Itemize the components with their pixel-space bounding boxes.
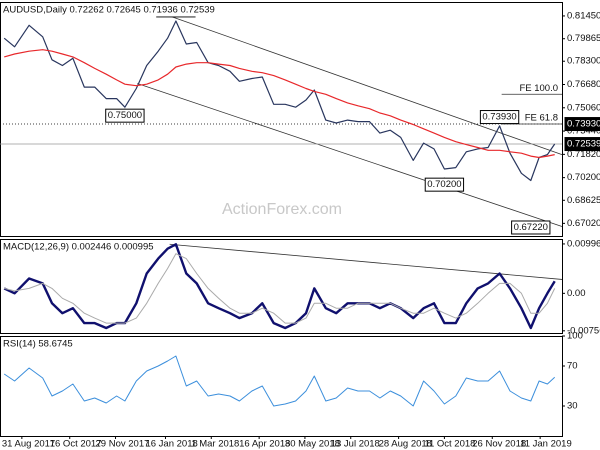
series-line bbox=[3, 355, 556, 407]
y-tick-label: 0.00 bbox=[567, 288, 586, 299]
price-marker: 0.73930 bbox=[567, 119, 600, 130]
watermark: ActionForex.com bbox=[222, 201, 342, 218]
x-tick-label: 13 Jul 2018 bbox=[331, 439, 380, 450]
label-box bbox=[511, 220, 551, 235]
label-box bbox=[479, 110, 520, 125]
y-tick-label: 30 bbox=[567, 401, 578, 412]
annotation-label: 0.70200 bbox=[427, 179, 461, 190]
label-box bbox=[564, 117, 600, 132]
panel-title: RSI(14) 58.6745 bbox=[3, 339, 73, 350]
x-tick-label: 31 Aug 2017 bbox=[2, 439, 55, 450]
label-box bbox=[105, 108, 145, 123]
fe-label: FE 100.0 bbox=[519, 83, 558, 94]
y-tick-label: 0.009964 bbox=[567, 238, 600, 249]
y-tick-label: 70 bbox=[567, 361, 578, 372]
y-tick-label: 0.78300 bbox=[567, 56, 600, 67]
series-line bbox=[3, 243, 556, 330]
y-tick-label: 0.68625 bbox=[567, 195, 600, 206]
y-tick-label: 0.70200 bbox=[567, 172, 600, 183]
label-box bbox=[424, 177, 465, 192]
x-tick-label: 11 Jan 2019 bbox=[520, 439, 572, 450]
x-tick-label: 30 May 2018 bbox=[285, 439, 340, 450]
trendline bbox=[137, 83, 563, 227]
panel-frame bbox=[0, 336, 563, 437]
price-marker: 0.72539 bbox=[567, 139, 600, 150]
series-line bbox=[4, 49, 555, 159]
y-tick-label: 0.71820 bbox=[567, 149, 600, 160]
x-tick-label: 29 Nov 2017 bbox=[96, 439, 150, 450]
x-tick-label: 1 Mar 2018 bbox=[191, 439, 239, 450]
y-tick-label: 0.81450 bbox=[567, 10, 600, 21]
annotation-label: 0.75000 bbox=[108, 110, 142, 121]
x-tick-label: 16 Apr 2018 bbox=[239, 439, 290, 450]
x-tick-label: 28 Aug 2018 bbox=[379, 439, 432, 450]
y-tick-label: 0.79865 bbox=[567, 33, 600, 44]
y-tick-label: 0.67020 bbox=[567, 218, 600, 229]
panel-frame bbox=[0, 2, 563, 237]
y-tick-label: 0.75060 bbox=[567, 102, 600, 113]
trendline bbox=[169, 243, 563, 280]
y-tick-label: -0.00756 bbox=[567, 325, 600, 336]
x-tick-label: 11 Oct 2018 bbox=[424, 439, 475, 450]
label-box bbox=[1, 240, 156, 254]
annotation-label: 0.73930 bbox=[482, 112, 516, 123]
annotation-label: 0.67220 bbox=[514, 222, 548, 233]
label-box bbox=[564, 137, 600, 152]
x-tick-label: 16 Jan 2018 bbox=[145, 439, 197, 450]
series-line bbox=[4, 253, 556, 324]
y-tick-label: 0.76680 bbox=[567, 79, 600, 90]
panel-title: MACD(12,26,9) 0.002446 0.000995 bbox=[3, 242, 154, 253]
y-tick-label: 100 bbox=[567, 331, 583, 342]
label-box bbox=[1, 3, 217, 17]
label-box bbox=[1, 337, 75, 351]
y-tick-label: 0.73440 bbox=[567, 126, 600, 137]
series-line bbox=[3, 20, 556, 182]
panel-title: AUDUSD,Daily 0.72262 0.72645 0.71936 0.7… bbox=[3, 5, 215, 16]
x-tick-label: 26 Nov 2018 bbox=[472, 439, 526, 450]
fe-label: FE 61.8 bbox=[525, 113, 558, 124]
x-tick-label: 16 Oct 2017 bbox=[50, 439, 102, 450]
